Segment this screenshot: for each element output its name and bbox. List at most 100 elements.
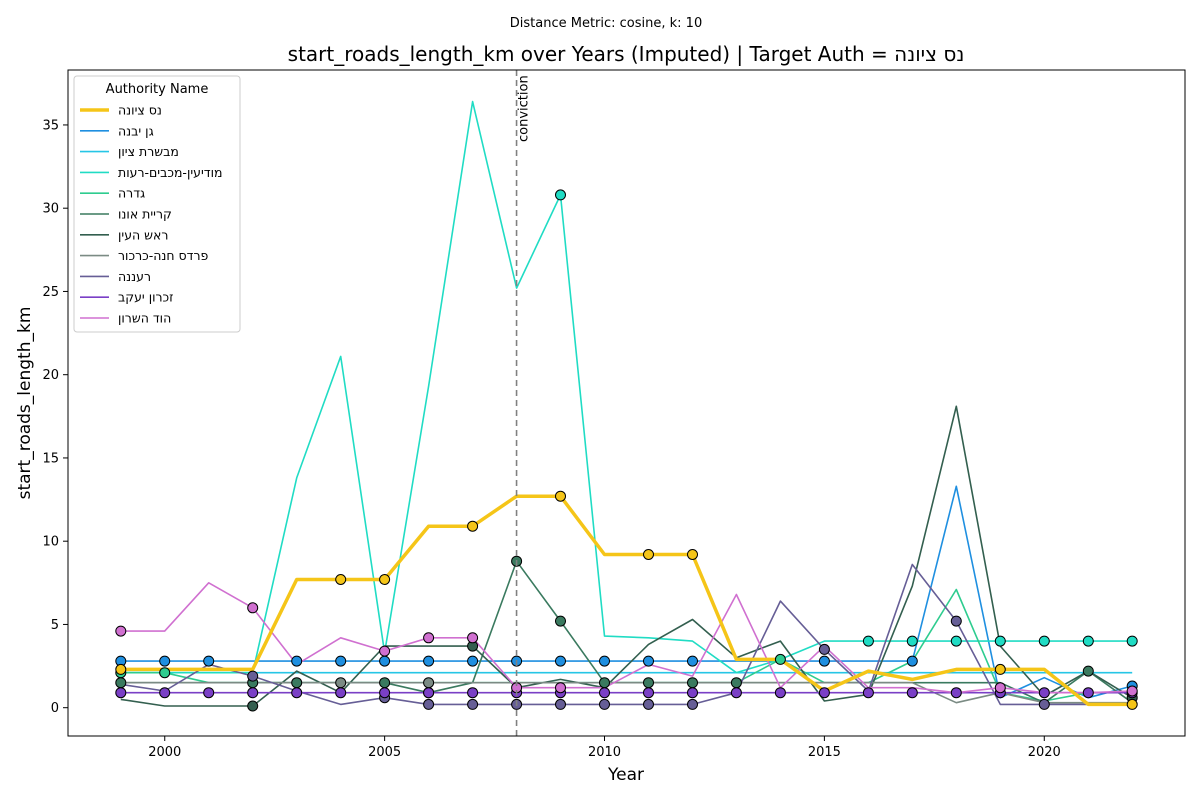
data-point xyxy=(818,655,830,667)
data-point xyxy=(159,655,171,667)
data-point xyxy=(555,189,566,201)
data-point xyxy=(467,655,479,667)
data-point xyxy=(950,635,962,647)
data-point xyxy=(423,677,435,689)
marker-layer xyxy=(115,189,1138,712)
data-point xyxy=(687,677,698,689)
data-point xyxy=(247,602,259,614)
y-tick-label: 5 xyxy=(51,618,59,633)
data-point xyxy=(203,687,215,699)
data-point xyxy=(994,635,1006,647)
legend: Authority Name נס ציונה גן יבנה מבשרת ציון… xyxy=(73,75,241,333)
data-point xyxy=(467,687,479,699)
data-point xyxy=(247,670,259,682)
data-point xyxy=(247,687,259,699)
legend-label: גן יבנה xyxy=(118,123,154,138)
data-point xyxy=(291,655,303,667)
data-point xyxy=(467,698,479,710)
data-point xyxy=(950,687,962,699)
data-point xyxy=(643,698,654,710)
data-point xyxy=(555,682,566,694)
data-point xyxy=(774,687,786,699)
x-tick-label: 2000 xyxy=(148,745,181,760)
data-point xyxy=(555,655,566,667)
data-point xyxy=(423,687,435,699)
data-point xyxy=(159,667,171,679)
legend-label: ראש העין xyxy=(118,227,168,242)
data-point xyxy=(1126,685,1138,697)
data-point xyxy=(115,663,127,675)
data-point xyxy=(423,698,435,710)
data-point xyxy=(379,574,391,585)
data-point xyxy=(1126,635,1138,647)
data-point xyxy=(423,632,435,644)
data-point xyxy=(555,490,566,502)
legend-label: קריית אונו xyxy=(118,207,172,222)
y-axis-label: start_roads_length_km xyxy=(15,307,35,500)
data-point xyxy=(291,687,303,699)
data-point xyxy=(1082,687,1094,699)
data-point xyxy=(335,677,347,689)
y-tick-label: 30 xyxy=(42,202,59,217)
data-point xyxy=(335,687,347,699)
legend-box xyxy=(73,75,241,333)
x-tick-label: 2020 xyxy=(1028,745,1061,760)
legend-label: נס ציונה xyxy=(118,103,162,118)
y-axis: 0 5 10 15 20 25 30 35 xyxy=(42,118,68,716)
series-line xyxy=(120,100,1133,674)
data-point xyxy=(203,655,215,667)
x-axis: 2000 2005 2010 2015 2020 xyxy=(148,736,1061,760)
data-point xyxy=(335,574,347,585)
series-line xyxy=(120,405,1133,707)
data-point xyxy=(599,687,610,699)
data-point xyxy=(818,687,830,699)
x-tick-label: 2010 xyxy=(588,745,621,760)
plot-frame xyxy=(67,69,1186,737)
data-point xyxy=(906,655,918,667)
data-point xyxy=(730,677,742,689)
chart-suptitle: Distance Metric: cosine, k: 10 xyxy=(510,16,702,31)
data-point xyxy=(1038,698,1050,710)
data-point xyxy=(906,687,918,699)
series-line xyxy=(120,581,1133,694)
data-point xyxy=(906,635,918,647)
data-point xyxy=(335,655,347,667)
series-layer xyxy=(120,100,1133,707)
data-point xyxy=(687,549,698,560)
data-point xyxy=(115,687,127,699)
data-point xyxy=(994,682,1006,694)
data-point xyxy=(950,615,962,627)
y-tick-label: 15 xyxy=(42,451,59,466)
data-point xyxy=(1038,687,1050,699)
data-point xyxy=(643,655,654,667)
data-point xyxy=(115,625,127,637)
data-point xyxy=(643,549,654,560)
data-point xyxy=(687,698,698,710)
data-point xyxy=(247,700,259,712)
data-point xyxy=(599,655,610,667)
data-point xyxy=(862,635,874,647)
y-tick-label: 10 xyxy=(42,535,59,550)
data-point xyxy=(1082,635,1094,647)
legend-label: מודיעין-מכבים-רעות xyxy=(118,165,222,180)
data-point xyxy=(687,687,698,699)
chart-title: start_roads_length_km over Years (Impute… xyxy=(288,42,965,66)
data-point xyxy=(467,520,479,532)
y-tick-label: 0 xyxy=(51,701,59,716)
data-point xyxy=(599,698,610,710)
data-point xyxy=(862,687,874,699)
data-point xyxy=(643,677,654,689)
data-point xyxy=(115,677,127,689)
data-point xyxy=(994,663,1006,675)
data-point xyxy=(555,698,566,710)
data-point xyxy=(379,687,391,699)
legend-label: גדרה xyxy=(118,186,145,201)
data-point xyxy=(818,643,830,655)
y-tick-label: 25 xyxy=(42,285,59,300)
series-line xyxy=(120,485,1133,699)
legend-label: זכרון יעקב xyxy=(118,290,174,305)
data-point xyxy=(467,632,479,644)
legend-label: פרדס חנה-כרכור xyxy=(118,248,209,263)
conviction-label: conviction xyxy=(517,75,532,142)
